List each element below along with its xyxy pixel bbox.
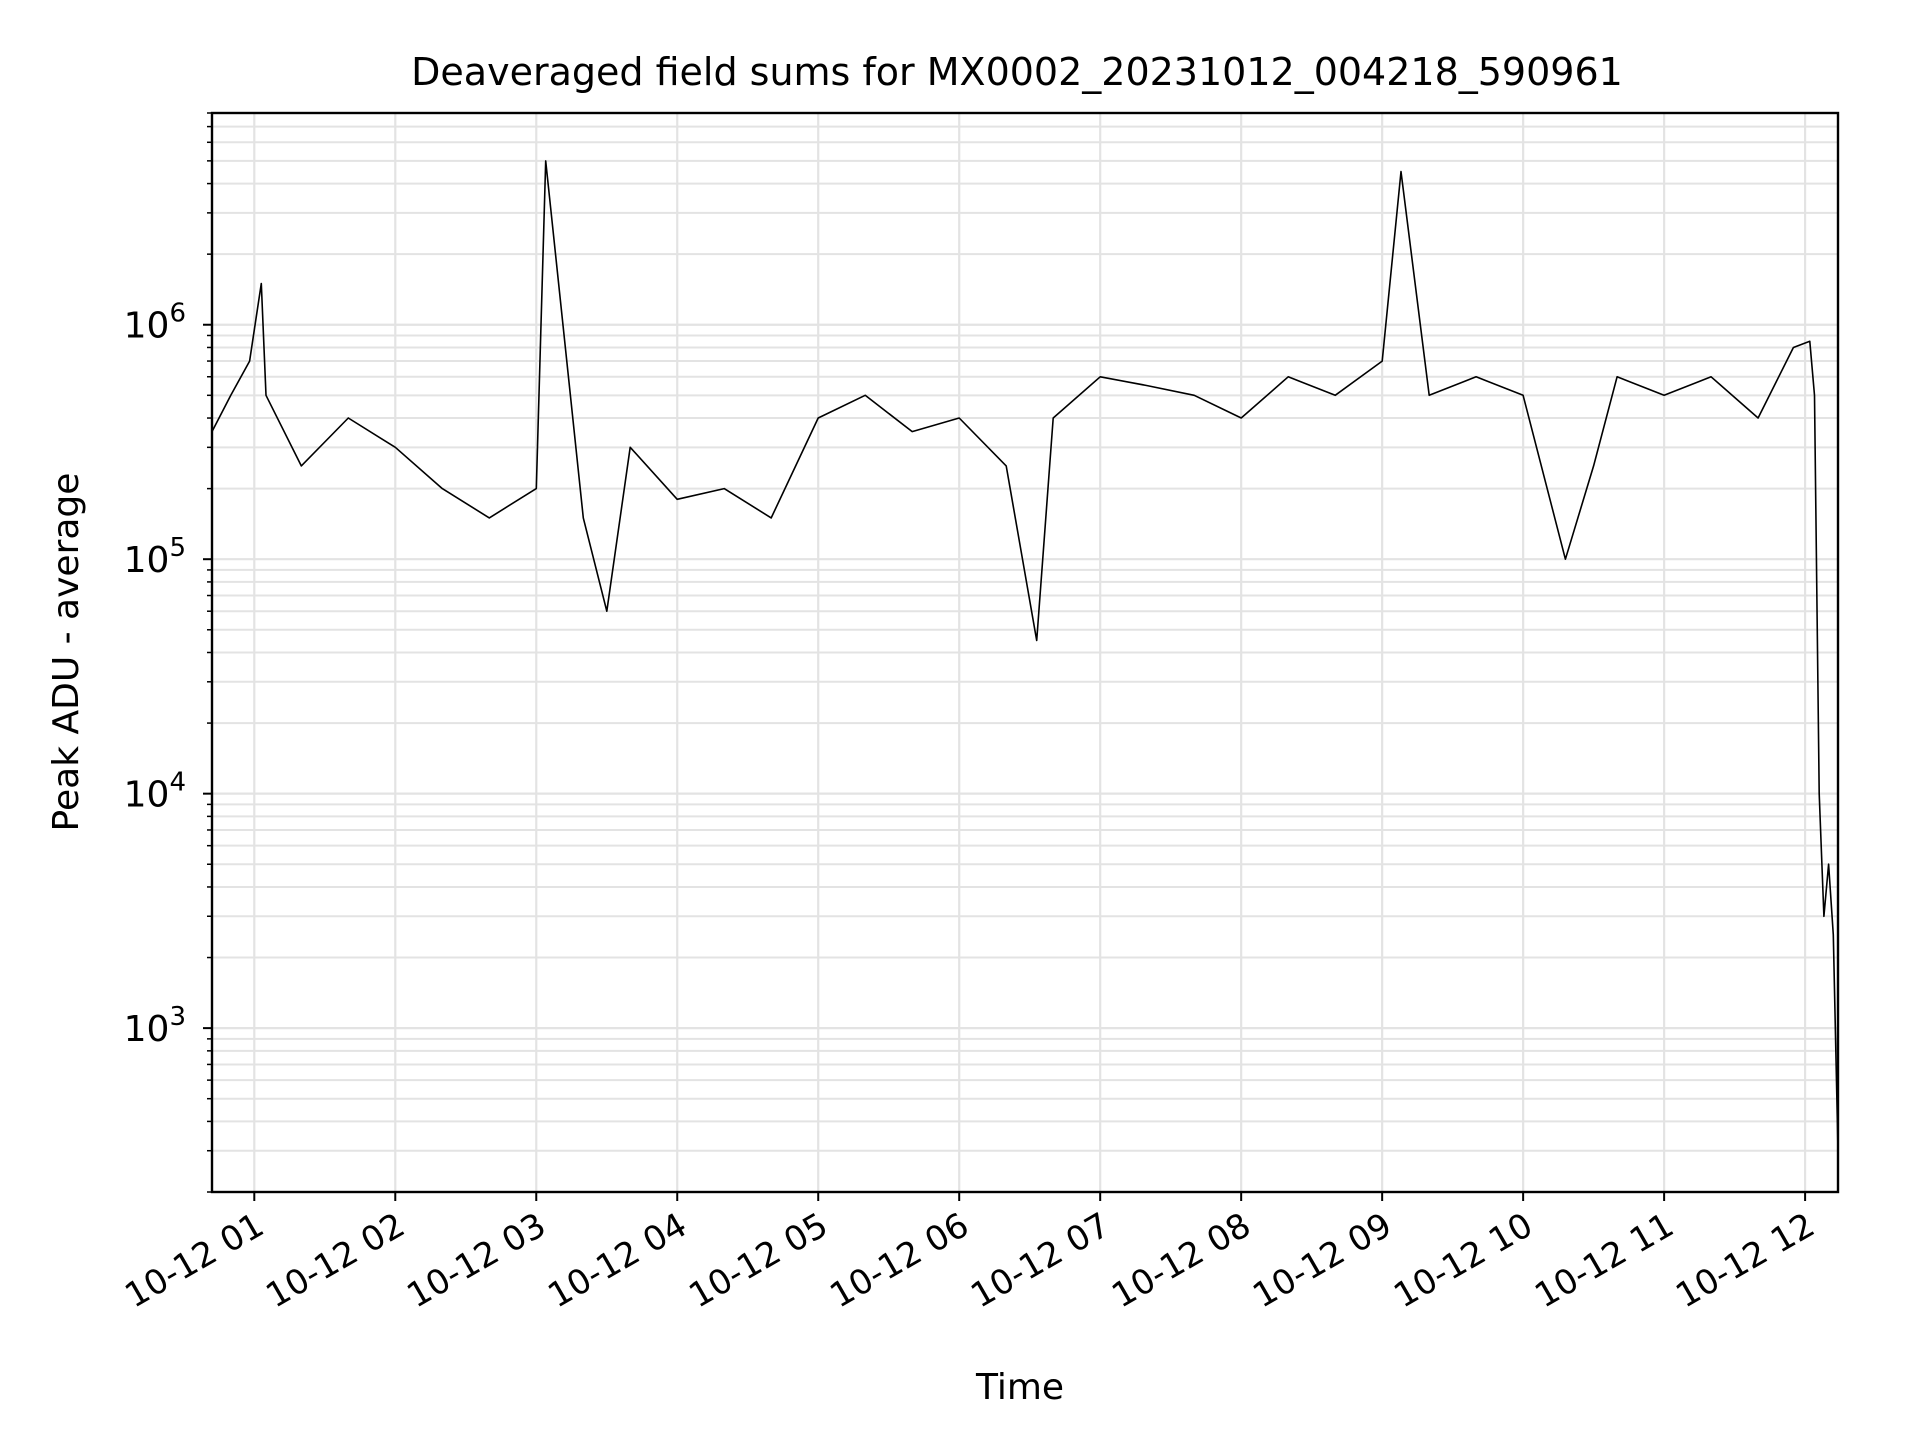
y-tick-label: 104 (124, 768, 186, 816)
series-layer (211, 160, 1839, 1151)
plot-frame (210, 111, 1840, 1194)
series-line (211, 160, 1839, 1151)
chart-title: Deaveraged field sums for MX0002_2023101… (411, 50, 1623, 94)
y-tick-label: 106 (124, 299, 186, 347)
y-axis-label: Peak ADU - average (46, 473, 87, 832)
y-tick-label: 105 (124, 533, 186, 581)
x-axis-label: Time (975, 1367, 1064, 1408)
grid (212, 112, 1838, 1193)
y-tick-label: 103 (124, 1002, 186, 1050)
